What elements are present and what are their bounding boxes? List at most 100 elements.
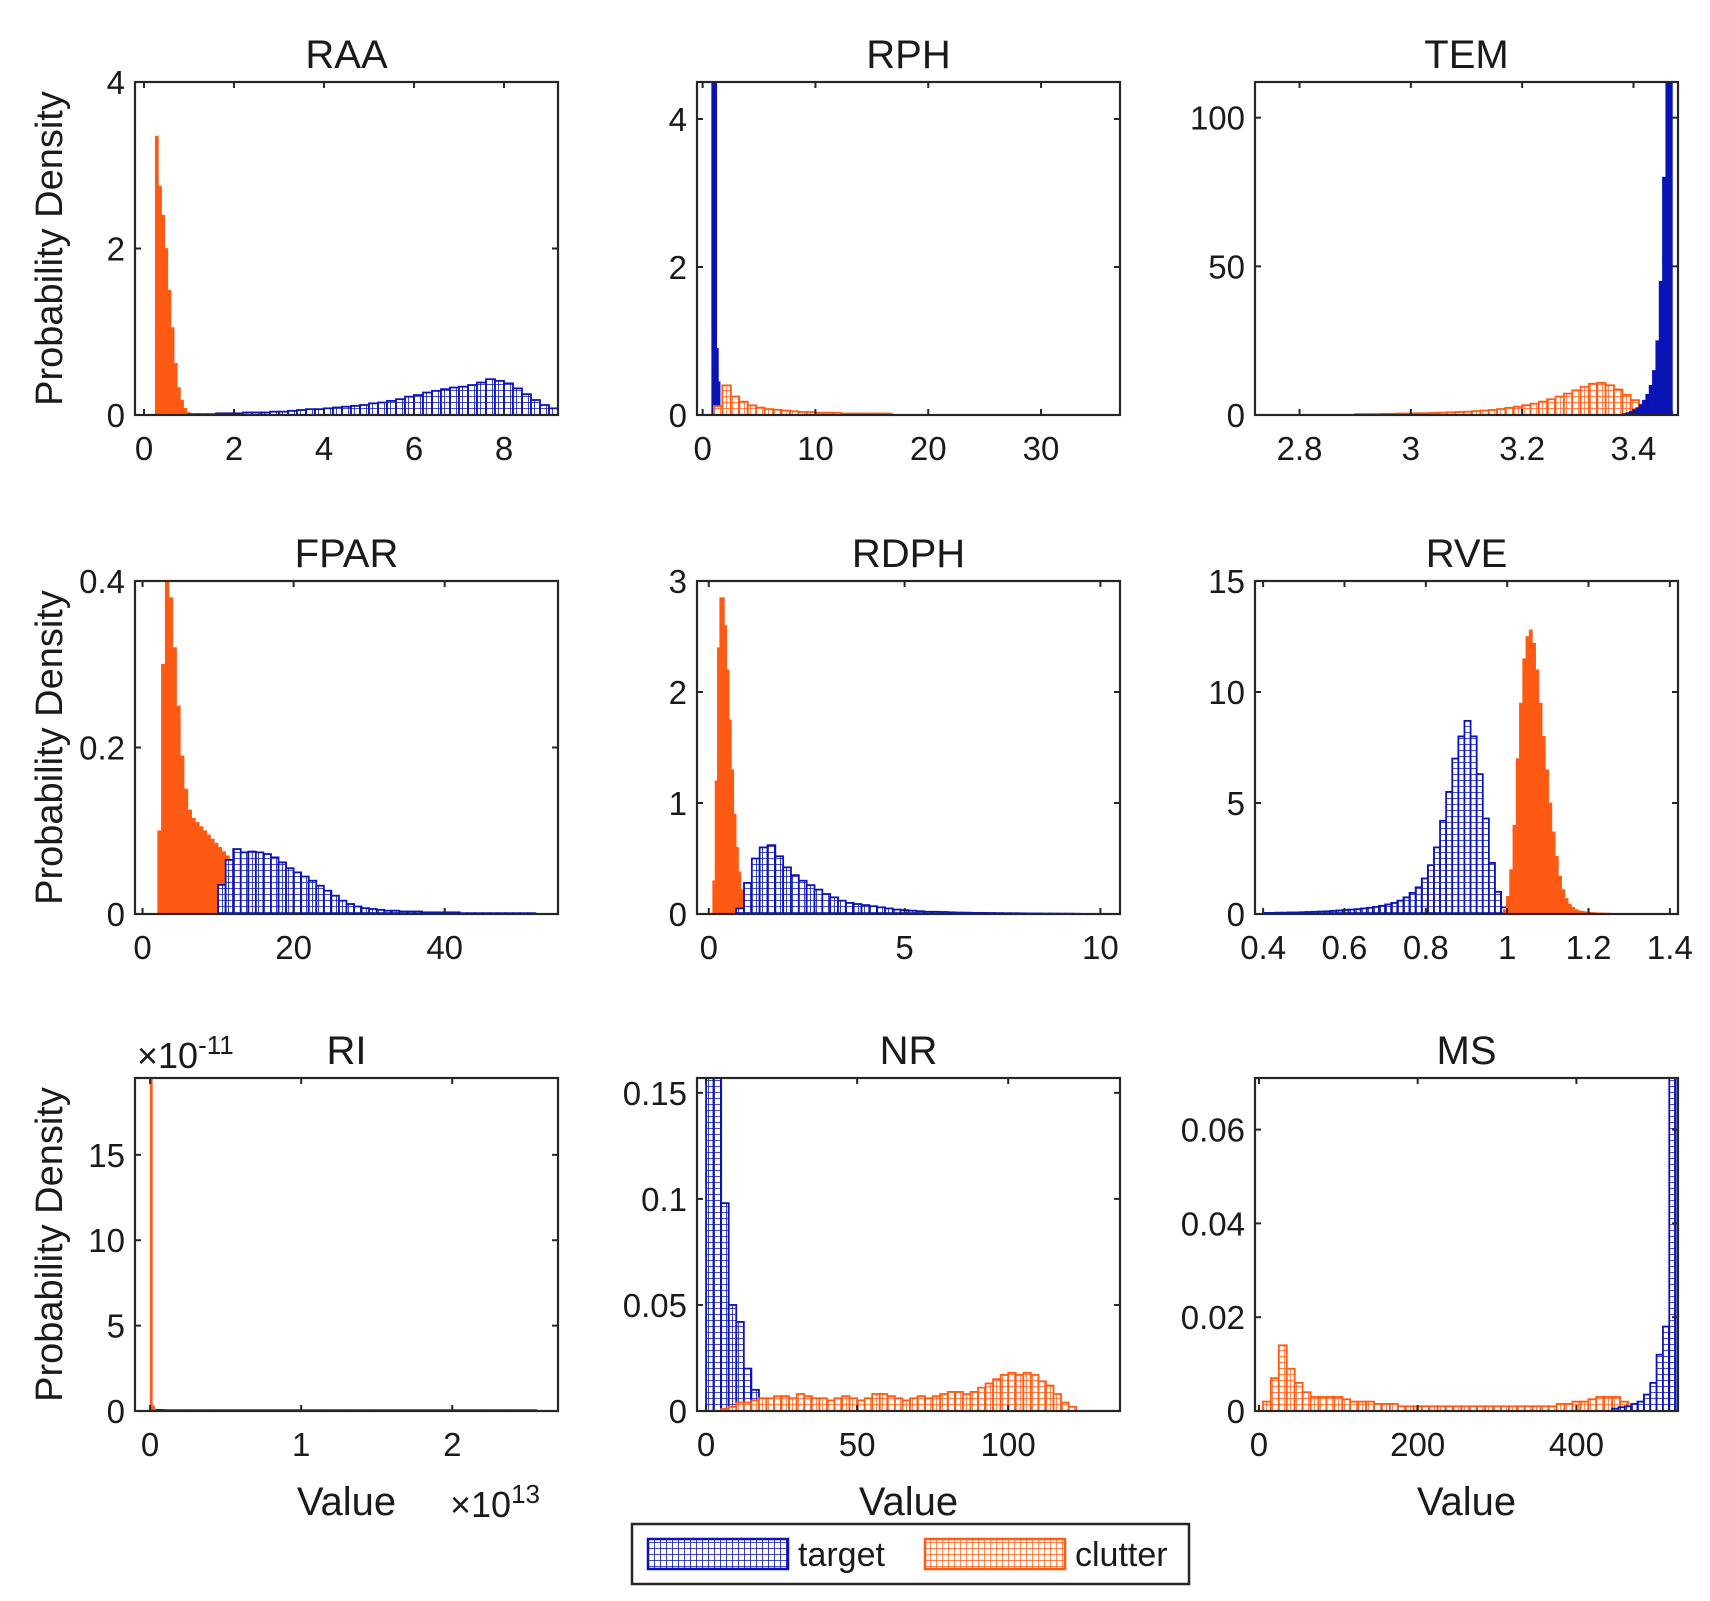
series-target-tem bbox=[1622, 82, 1673, 415]
y-tick-label: 0.4 bbox=[79, 563, 125, 600]
clutter-bar bbox=[1067, 1405, 1078, 1411]
target-bar bbox=[512, 387, 523, 415]
clutter-bar bbox=[992, 1378, 1002, 1411]
series-clutter-ri bbox=[149, 1078, 155, 1411]
legend-swatch-clutter bbox=[923, 1537, 1067, 1571]
clutter-bar bbox=[894, 1397, 904, 1411]
clutter-bar bbox=[954, 1391, 964, 1411]
clutter-bar bbox=[1587, 1398, 1598, 1411]
clutter-bar bbox=[977, 1386, 987, 1411]
target-bar bbox=[239, 851, 250, 914]
panel-title: NR bbox=[880, 1029, 938, 1073]
target-bar bbox=[277, 861, 287, 914]
clutter-bar bbox=[833, 1397, 843, 1411]
target-bar bbox=[285, 867, 295, 914]
clutter-bar bbox=[170, 327, 175, 415]
x-tick-label: 10 bbox=[797, 430, 834, 467]
clutter-bar bbox=[1537, 400, 1549, 415]
clutter-bar bbox=[841, 1395, 851, 1411]
series-clutter-nr bbox=[720, 1371, 1078, 1411]
x-tick-label: 50 bbox=[839, 1426, 876, 1463]
panel-nr: 0 50 100 0 0.05 0.1 0.15 NR Value bbox=[623, 1029, 1122, 1524]
clutter-bar bbox=[1521, 404, 1532, 415]
target-bar bbox=[300, 875, 310, 914]
x-tick-label: 20 bbox=[910, 430, 947, 467]
target-bar bbox=[1451, 757, 1460, 914]
clutter-bar bbox=[1579, 385, 1590, 415]
clutter-bar bbox=[164, 248, 169, 415]
target-bar bbox=[485, 378, 496, 415]
clutter-bar bbox=[1277, 1344, 1288, 1411]
y-axis-exponent: ×10-11 bbox=[137, 1030, 234, 1076]
target-bar bbox=[567, 413, 576, 416]
y-tick-label: 15 bbox=[1208, 563, 1245, 600]
clutter-bar bbox=[1325, 1396, 1336, 1411]
x-tick-label: 0 bbox=[1250, 1426, 1268, 1463]
clutter-bar bbox=[152, 1405, 155, 1411]
clutter-bar bbox=[1529, 402, 1540, 415]
target-bar bbox=[530, 399, 541, 415]
target-bar bbox=[705, 1078, 715, 1411]
plot-area-ri bbox=[135, 1078, 558, 1411]
target-bar bbox=[1668, 1078, 1677, 1411]
bars-nr bbox=[705, 1078, 1078, 1411]
clutter-bar bbox=[818, 1397, 828, 1411]
target-bar bbox=[330, 894, 340, 914]
x-tick-label: 30 bbox=[1023, 430, 1060, 467]
target-bar bbox=[1487, 862, 1496, 914]
target-bar bbox=[860, 904, 871, 914]
target-bar bbox=[868, 905, 879, 914]
axes-frame-nr bbox=[695, 1076, 1122, 1413]
y-tick-label: 0.1 bbox=[641, 1181, 687, 1218]
y-tick-label: 5 bbox=[1227, 785, 1245, 822]
clutter-bar bbox=[826, 1399, 836, 1411]
clutter-bar bbox=[1532, 642, 1536, 914]
series-target-ms bbox=[1611, 1078, 1677, 1411]
target-bar bbox=[727, 1304, 738, 1411]
x-tick-label: 100 bbox=[981, 1426, 1036, 1463]
x-tick-label: 0 bbox=[693, 430, 711, 467]
clutter-bar bbox=[157, 830, 162, 914]
target-bar bbox=[805, 884, 816, 914]
target-bar bbox=[1463, 719, 1472, 914]
axes-frame-rdph bbox=[695, 579, 1122, 916]
x-tick-label: 3.2 bbox=[1499, 430, 1545, 467]
clutter-bar bbox=[969, 1391, 979, 1411]
x-tick-label: 0 bbox=[700, 929, 718, 966]
clutter-bar bbox=[886, 1395, 896, 1411]
clutter-bar bbox=[198, 826, 204, 914]
target-bar bbox=[714, 82, 718, 415]
target-bar bbox=[431, 389, 442, 415]
target-bar bbox=[1469, 735, 1478, 914]
clutter-bar bbox=[180, 399, 184, 415]
panel-tem: 2.8 3 3.2 3.4 0 50 100 TEM bbox=[1190, 33, 1680, 467]
target-bar bbox=[413, 394, 424, 415]
y-tick-label: 0 bbox=[1227, 896, 1245, 933]
clutter-bar bbox=[1571, 389, 1582, 415]
clutter-bar bbox=[1522, 658, 1527, 914]
clutter-bar bbox=[195, 822, 200, 914]
x-tick-label: 200 bbox=[1390, 1426, 1445, 1463]
target-bar bbox=[539, 404, 550, 415]
clutter-bar bbox=[149, 1078, 153, 1411]
y-axis-label: Probability Density bbox=[29, 590, 71, 905]
clutter-bar bbox=[713, 405, 724, 415]
target-bar bbox=[844, 902, 855, 914]
target-bar bbox=[1408, 892, 1417, 914]
clutter-bar bbox=[1029, 1374, 1040, 1411]
axes-frame-tem bbox=[1253, 80, 1680, 417]
clutter-bar bbox=[1613, 388, 1624, 415]
clutter-bar bbox=[726, 669, 730, 914]
x-tick-label: 1.4 bbox=[1647, 929, 1693, 966]
target-bar bbox=[1635, 407, 1640, 415]
y-tick-label: 0.06 bbox=[1181, 1112, 1245, 1149]
target-bar bbox=[521, 393, 532, 415]
panel-rph: 0 10 20 30 0 2 4 RPH bbox=[669, 33, 1122, 467]
y-tick-label: 0.05 bbox=[623, 1287, 687, 1324]
x-tick-label: 10 bbox=[1082, 929, 1119, 966]
target-bar bbox=[1402, 896, 1411, 914]
clutter-bar bbox=[984, 1382, 994, 1411]
clutter-bar bbox=[931, 1395, 942, 1411]
plot-area-tem bbox=[1255, 82, 1678, 415]
